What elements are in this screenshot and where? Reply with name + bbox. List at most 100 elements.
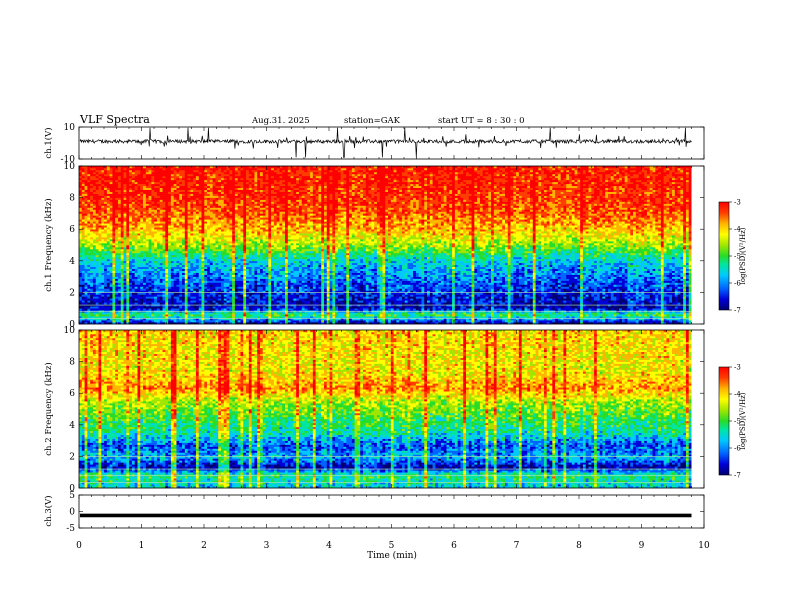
ch1-spectrogram-cell xyxy=(621,268,625,271)
ch1-spectrogram-cell xyxy=(337,278,341,281)
ch1-spectrogram-cell xyxy=(343,296,347,299)
ch1-spectrogram-cell xyxy=(621,274,625,277)
ch1-spectrogram-cell xyxy=(485,286,495,289)
ch1-spectrogram-cell xyxy=(427,278,431,281)
ch1-spectrogram-cell xyxy=(646,314,651,317)
ch1-spectrogram-cell xyxy=(449,282,453,285)
ch1-spectrogram-cell xyxy=(279,292,283,295)
ch1-spectrogram-cell xyxy=(641,322,653,325)
ch1-spectrogram-cell xyxy=(232,286,236,289)
ch1-spectrogram-cell xyxy=(471,282,475,285)
ch1-spectrogram-cell xyxy=(619,264,625,268)
ch1-spectrogram-cell xyxy=(312,308,316,311)
ch1-spectrogram-cell xyxy=(685,316,690,319)
ch1-spectrogram-cell xyxy=(162,298,166,301)
ch1-spectrogram-cell xyxy=(560,280,581,283)
ch1-spectrogram-cell xyxy=(349,302,367,305)
ch1-spectrogram-cell xyxy=(388,290,392,293)
ch1-spectrogram-cell xyxy=(84,262,88,266)
ch1-spectrogram-cell xyxy=(496,270,500,273)
ch1-spectrogram-cell xyxy=(246,318,258,321)
ch1-spectrogram-cell xyxy=(499,304,503,307)
ch1-spectrogram-cell xyxy=(351,276,355,279)
ch1-spectrogram-cell xyxy=(454,316,458,319)
ch1-spectrogram-cell xyxy=(399,296,403,299)
ch1-spectrogram-cell xyxy=(324,294,328,297)
ch1-spectrogram-cell xyxy=(190,316,200,319)
ch1-spectrogram-cell xyxy=(635,304,639,307)
ch1-spectrogram-cell xyxy=(131,292,138,295)
ch1-spectrogram-cell xyxy=(312,306,316,309)
ch1-spectrogram-cell xyxy=(688,268,692,271)
ch1-spectrogram-cell xyxy=(371,268,378,271)
ch1-spectrogram-cell xyxy=(360,278,364,281)
ch1-spectrogram-cell xyxy=(658,298,662,301)
ch1-spectrogram-cell xyxy=(385,264,389,268)
ch1-spectrogram-cell xyxy=(343,276,347,279)
ch1-spectrogram-cell xyxy=(574,296,578,299)
ch1-spectrogram-cell xyxy=(156,288,161,291)
ch1-spectrogram-cell xyxy=(582,282,586,285)
ch1-spectrogram-cell xyxy=(129,298,133,301)
ch1-spectrogram-cell xyxy=(168,322,177,325)
ch1-spectrogram-cell xyxy=(672,308,678,311)
ch1-spectrogram-cell xyxy=(95,274,99,277)
ch1-spectrogram-cell xyxy=(538,294,545,297)
ch1-spectrogram-cell xyxy=(301,264,308,268)
ch1-spectrogram-cell xyxy=(552,272,559,275)
ch1-spectrogram-cell xyxy=(246,298,252,301)
ch1-spectrogram-cell xyxy=(354,300,358,303)
ch1-spectrogram-cell xyxy=(658,322,662,325)
ch1-spectrogram-cell xyxy=(351,292,355,295)
ch1-spectrogram-cell xyxy=(446,282,450,285)
ch1-spectrogram-cell xyxy=(349,312,353,315)
ch1-spectrogram-cell xyxy=(182,314,186,317)
ch1-spectrogram-cell xyxy=(165,290,169,293)
ch1-spectrogram-cell xyxy=(176,320,186,323)
ch1-spectrogram-cell xyxy=(92,294,102,297)
ch1-spectrogram-cell xyxy=(287,288,297,291)
ch1-spectrogram-cell xyxy=(315,270,319,273)
ch1-spectrogram-cell xyxy=(543,296,550,299)
ch1-spectrogram-cell xyxy=(485,312,492,315)
ch1-spectrogram-cell xyxy=(379,296,383,299)
ch1-spectrogram-cell xyxy=(324,286,328,289)
ch1-spectrogram-cell xyxy=(555,298,573,301)
ch1-spectrogram-cell xyxy=(307,286,311,289)
ch1-spectrogram-cell xyxy=(633,318,637,321)
ch1-spectrogram-cell xyxy=(131,314,135,317)
ch1-spectrogram-cell xyxy=(117,302,122,305)
ch1-spectrogram-cell xyxy=(351,290,355,293)
ch1-spectrogram-cell xyxy=(683,304,687,307)
ch1-spectrogram-cell xyxy=(165,304,169,307)
ch1-spectrogram-cell xyxy=(229,282,233,285)
ch1-spectrogram-cell xyxy=(569,314,573,317)
ch1-spectrogram-cell xyxy=(616,300,628,303)
ch1-spectrogram-cell xyxy=(566,292,575,295)
ch1-spectrogram-cell xyxy=(287,276,291,279)
ch1-spectrogram-cell xyxy=(421,300,425,303)
ch1-spectrogram-cell xyxy=(502,306,506,309)
ch1-spectrogram-cell xyxy=(198,312,202,315)
ch1-spectrogram-cell xyxy=(265,278,269,281)
ch1-spectrogram-cell xyxy=(532,302,536,305)
ch1-spectrogram-cell xyxy=(220,268,225,271)
ch1-spectrogram-cell xyxy=(557,286,561,289)
ch1-spectrogram-cell xyxy=(179,270,186,273)
ch1-spectrogram-cell xyxy=(329,266,333,269)
ch1-spectrogram-cell xyxy=(246,284,250,287)
ch1-spectrogram-cell xyxy=(321,272,325,275)
ch1-spectrogram-cell xyxy=(143,316,147,319)
ch1-spectrogram-cell xyxy=(243,274,247,277)
ch1-spectrogram-cell xyxy=(538,270,542,273)
ch1-spectrogram-cell xyxy=(663,298,670,301)
ch1-spectrogram-cell xyxy=(655,304,662,307)
ch1-spectrogram-cell xyxy=(504,298,509,301)
ch1-spectrogram-cell xyxy=(549,308,553,311)
ch1-spectrogram-cell xyxy=(524,270,528,273)
ch1-spectrogram-cell xyxy=(137,276,141,279)
ch1-spectrogram-cell xyxy=(298,292,303,295)
ch1-spectrogram-cell xyxy=(390,278,397,281)
ch1-spectrogram-cell xyxy=(168,276,172,279)
ch1-spectrogram-cell xyxy=(337,282,344,285)
